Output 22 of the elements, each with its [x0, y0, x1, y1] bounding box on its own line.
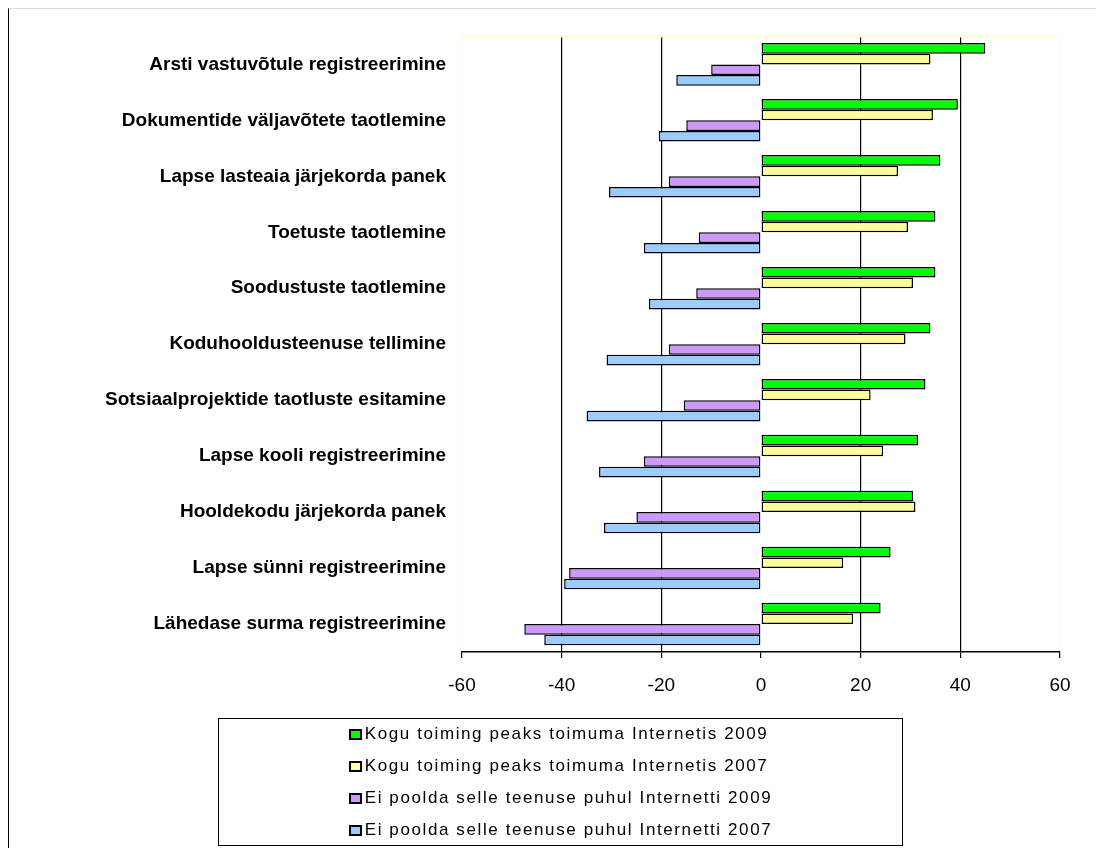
legend-label: Kogu toiming peaks toimuma Internetis 2007 [364, 756, 769, 776]
y-tick-label: Toetuste taotlemine [267, 220, 446, 242]
y-tick-label: Sotsiaalprojektide taotluste esitamine [104, 388, 446, 410]
x-tick-label: 60 [1049, 673, 1071, 695]
y-tick-label: Lähedase surma registreerimine [153, 612, 446, 634]
legend-label: Kogu toiming peaks toimuma Internetis 2009 [364, 724, 769, 744]
x-tick-label: 40 [949, 673, 971, 695]
x-tick-label: -20 [647, 673, 676, 695]
y-tick-label: Arsti vastuvõtule registreerimine [149, 52, 446, 74]
y-tick-label: Lapse kooli registreerimine [198, 444, 446, 466]
y-tick-label: Dokumentide väljavõtete taotlemine [121, 108, 446, 130]
legend-label: Ei poolda selle teenuse puhul Internetti 2007 [364, 820, 773, 840]
x-tick-label: 0 [755, 673, 767, 695]
x-tick-label: 20 [850, 673, 872, 695]
x-tick-label: -40 [547, 673, 576, 695]
y-tick-label: Koduhooldusteenuse tellimine [169, 332, 446, 354]
x-tick-label: -60 [448, 673, 476, 695]
y-tick-label: Hooldekodu järjekorda panek [179, 500, 447, 522]
y-tick-label: Lapse sünni registreerimine [192, 556, 446, 578]
y-tick-label: Lapse lasteaia järjekorda panek [159, 164, 447, 186]
legend-label: Ei poolda selle teenuse puhul Internetti 2009 [364, 788, 773, 808]
y-tick-label: Soodustuste taotlemine [230, 276, 446, 298]
